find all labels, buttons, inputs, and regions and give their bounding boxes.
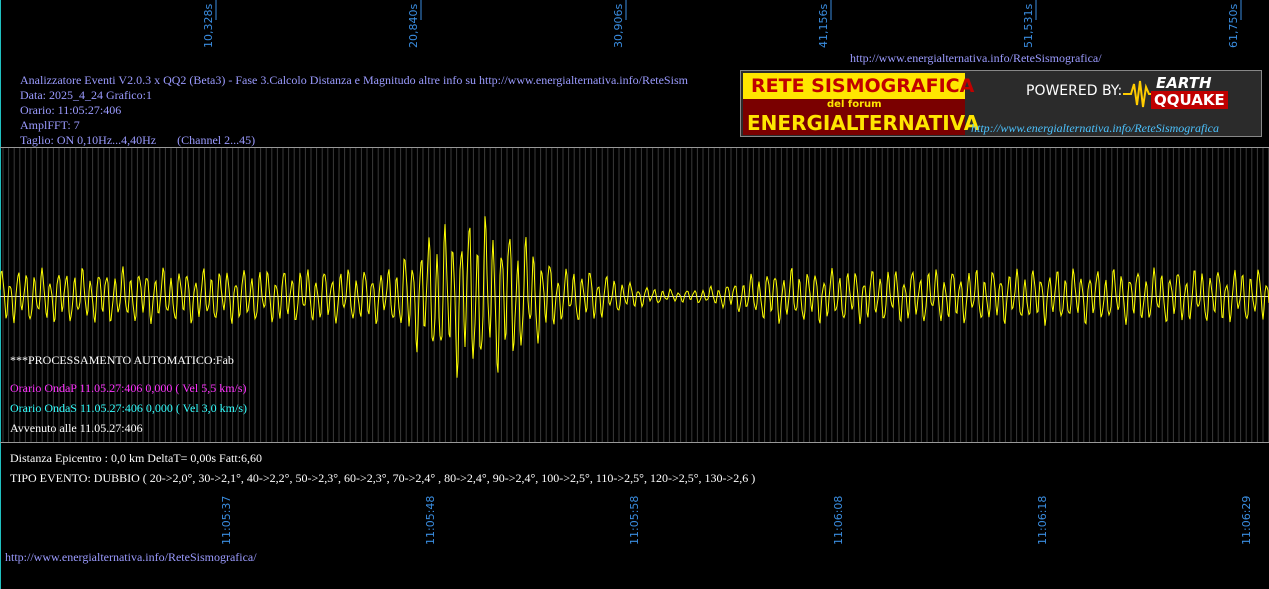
bottom-time-label: 11:05:37 — [220, 495, 233, 545]
grid — [2, 148, 1269, 442]
logo-red — [743, 99, 965, 135]
logo-powered: POWERED BY: — [1026, 83, 1123, 99]
logo-yellow — [743, 73, 965, 99]
logo-url: http://www.energialternativa.info/ReteSi… — [971, 121, 1219, 135]
logo-wave — [1123, 80, 1157, 108]
logo: RETE SISMOGRAFICA del forum ENERGIALTERN… — [740, 70, 1262, 137]
bottom-time-label: 11:06:18 — [1036, 495, 1049, 545]
logo-icon — [1123, 80, 1157, 108]
logo-name: ENERGIALTERNATIVA — [747, 111, 980, 135]
bottom-time-label: 11:05:48 — [424, 495, 437, 545]
top-url: http://www.energialternativa.info/ReteSi… — [850, 51, 1102, 65]
bottom-time-label: 11:06:08 — [832, 495, 845, 545]
detail-line: Distanza Epicentro : 0,0 km DeltaT= 0,00… — [10, 451, 263, 465]
top-time-label: 30,906s — [612, 3, 625, 48]
time-ticks — [215, 0, 1242, 20]
p-wave: Orario OndaP 11.05.27:406 0,000 ( Vel 5,… — [10, 381, 247, 395]
header-line: AmplFFT: 7 — [20, 118, 80, 132]
detail-line: TIPO EVENTO: DUBBIO ( 20->2,0°, 30->2,1°… — [10, 471, 756, 485]
header-line: Taglio: ON 0,10Hz...4,40Hz (Channel 2...… — [20, 133, 256, 147]
processing-status: ***PROCESSAMENTO AUTOMATICO:Fab — [10, 353, 234, 367]
logo-title: RETE SISMOGRAFICA — [751, 75, 975, 97]
header-line: Orario: 11:05:27:406 — [20, 103, 122, 117]
top-time-label: 61,750s — [1227, 3, 1240, 48]
top-time-label: 51,531s — [1022, 3, 1035, 48]
logo-subtitle: del forum — [827, 99, 882, 110]
header-line: Data: 2025_4_24 Grafico:1 — [20, 88, 152, 102]
bottom-time-label: 11:06:29 — [1240, 495, 1253, 545]
footer-url: http://www.energialternativa.info/ReteSi… — [5, 550, 257, 564]
bottom-time-label: 11:05:58 — [628, 495, 641, 545]
top-time-label: 10,328s — [202, 3, 215, 48]
top-time-label: 41,156s — [817, 3, 830, 48]
waveform — [0, 216, 1269, 378]
logo-brand-top: EARTH — [1156, 74, 1212, 92]
occurred: Avvenuto alle 11.05.27:406 — [10, 421, 143, 435]
logo-brand-bottom: QQUAKE — [1151, 91, 1228, 109]
top-time-label: 20,840s — [407, 3, 420, 48]
s-wave: Orario OndaS 11.05.27:406 0,000 ( Vel 3,… — [10, 401, 247, 415]
header-line: Analizzatore Eventi V2.0.3 x QQ2 (Beta3)… — [20, 73, 688, 87]
